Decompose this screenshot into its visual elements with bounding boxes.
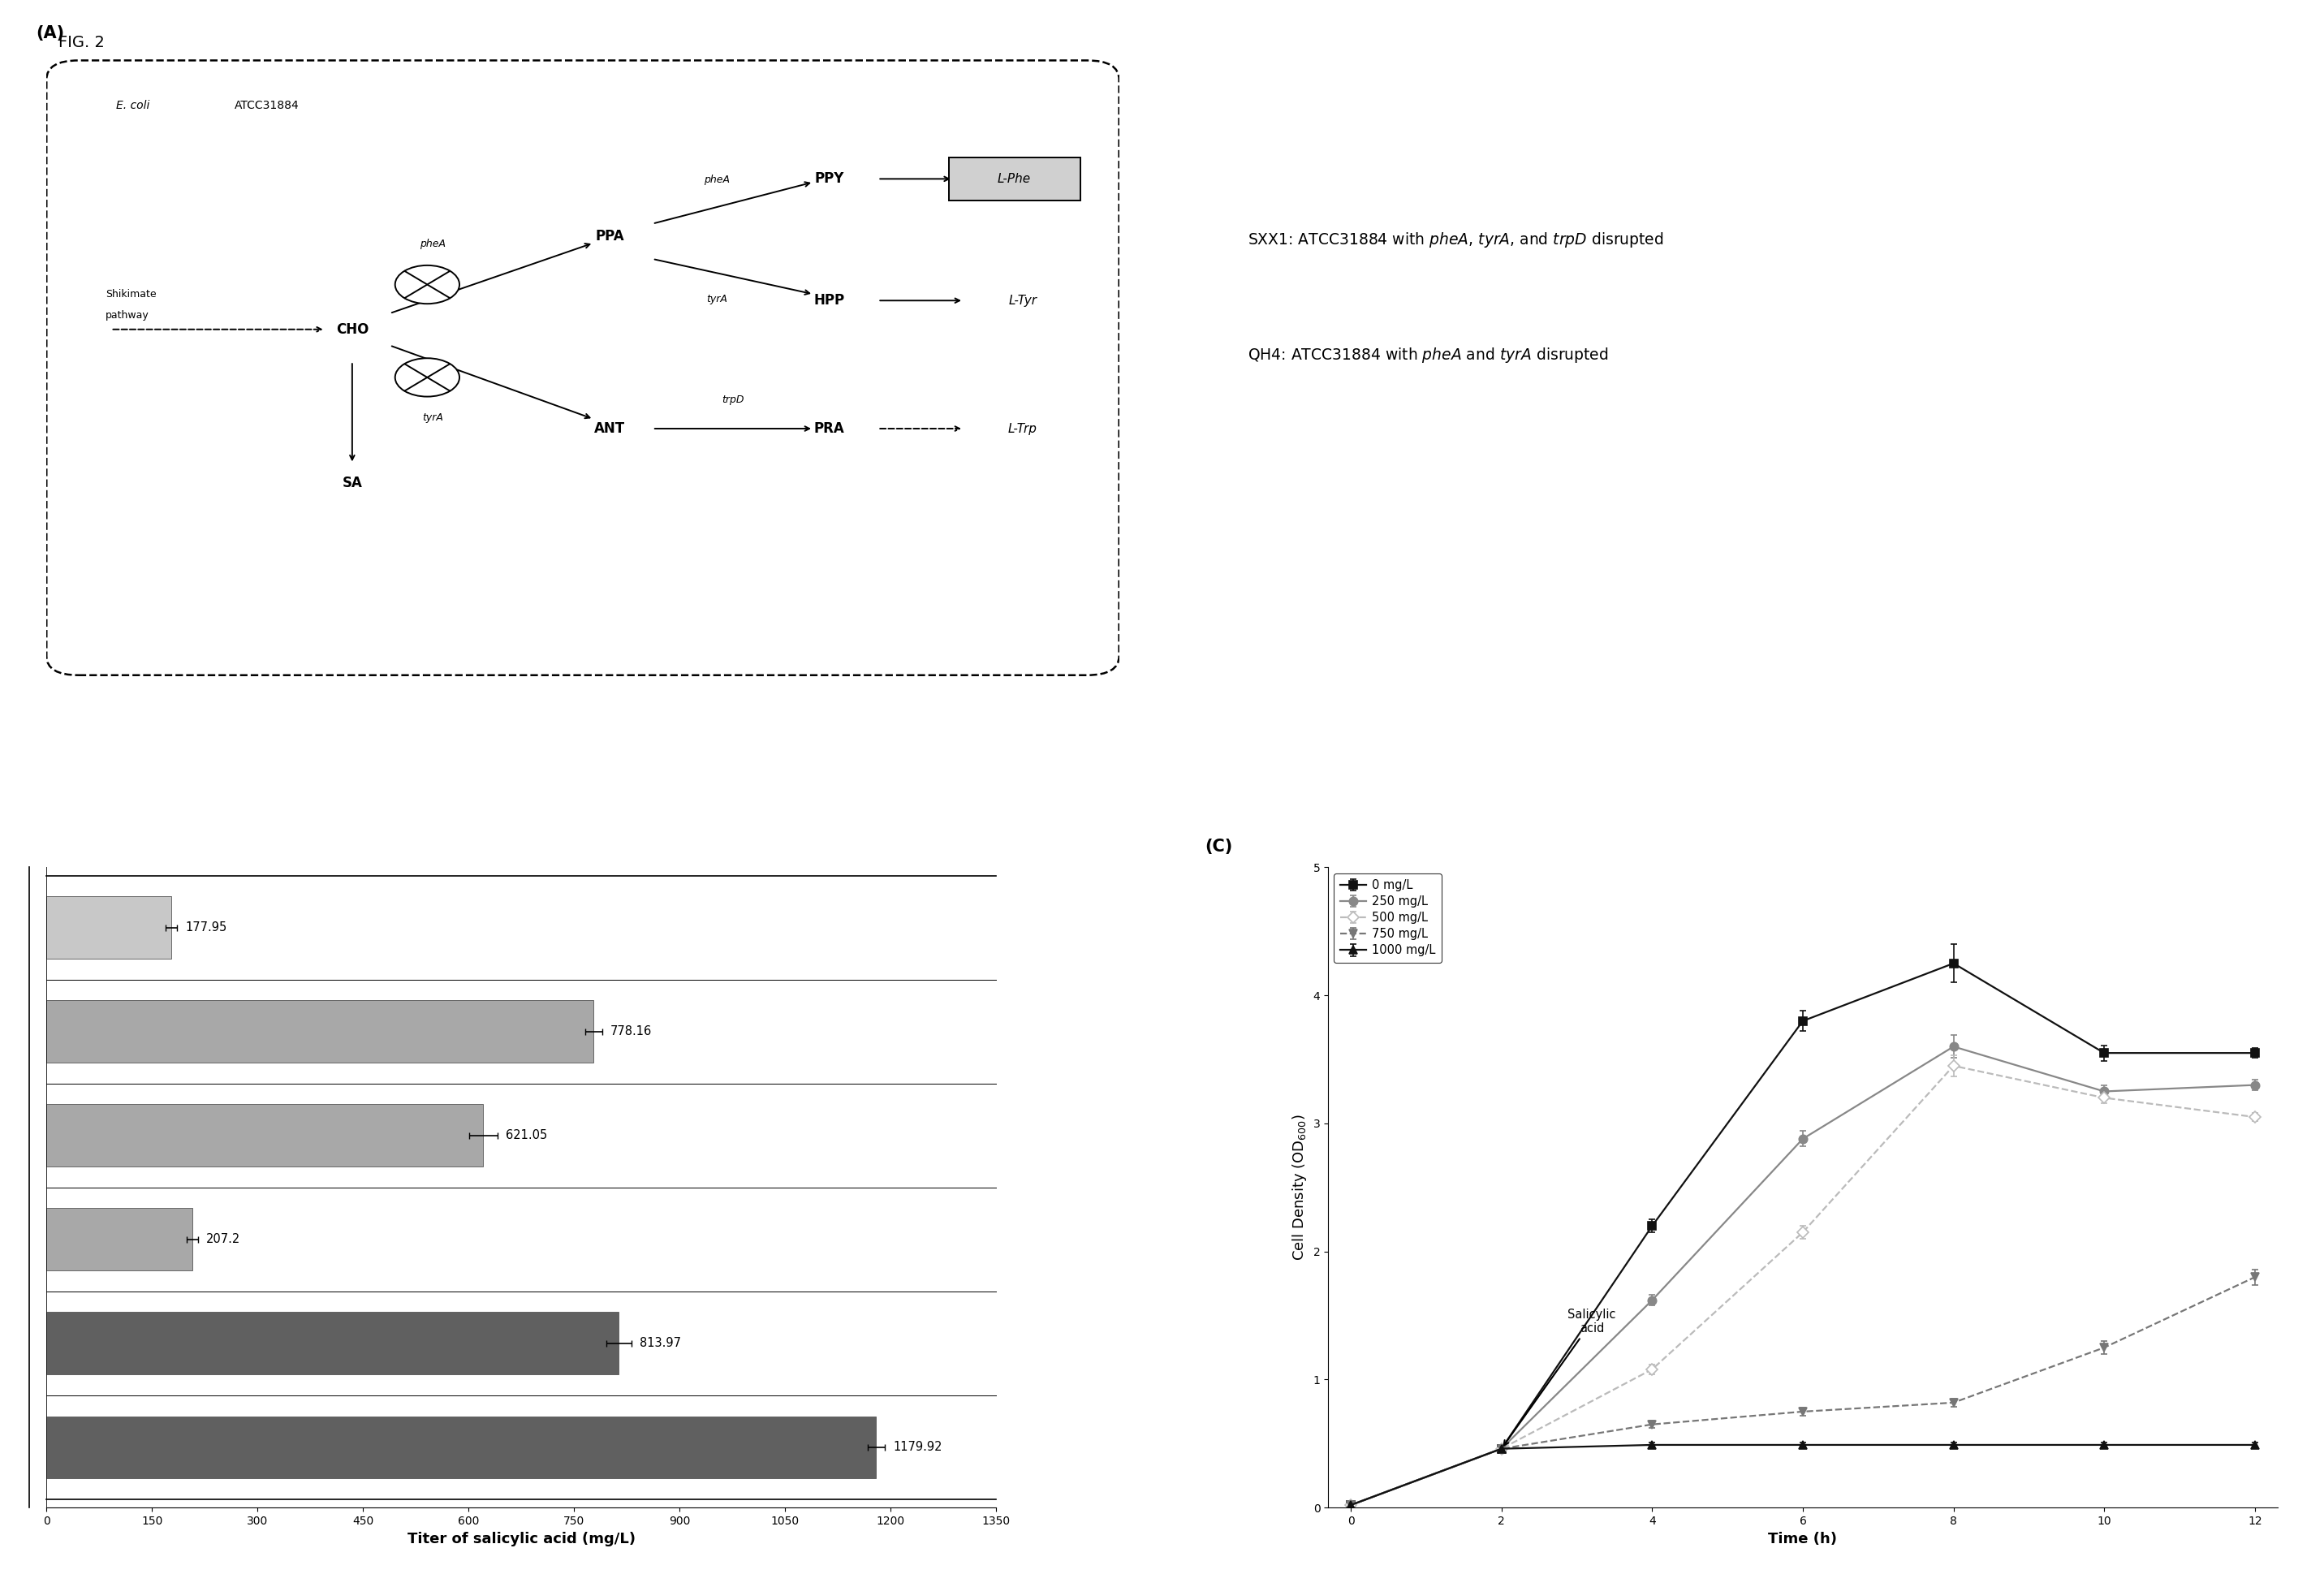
Text: L-Tyr: L-Tyr	[1009, 295, 1037, 306]
FancyBboxPatch shape	[46, 60, 1120, 674]
Text: SA: SA	[342, 476, 363, 490]
Text: pheA: pheA	[421, 238, 446, 249]
X-axis label: Titer of salicylic acid (mg/L): Titer of salicylic acid (mg/L)	[407, 1531, 634, 1546]
Text: tyrA: tyrA	[706, 294, 727, 305]
Text: E. coli: E. coli	[116, 100, 149, 111]
Circle shape	[395, 265, 460, 303]
Text: tyrA: tyrA	[423, 413, 444, 424]
Text: 621.05: 621.05	[507, 1130, 548, 1141]
Bar	[46, 1000, 593, 1063]
Bar	[46, 897, 172, 959]
Text: 1179.92: 1179.92	[892, 1441, 941, 1454]
Text: PPA: PPA	[595, 229, 625, 244]
Text: (A): (A)	[35, 25, 65, 41]
Text: L-Trp: L-Trp	[1009, 422, 1037, 435]
Text: (C): (C)	[1204, 838, 1232, 854]
Bar	[46, 1312, 618, 1374]
Y-axis label: Cell Density (OD$_{600}$): Cell Density (OD$_{600}$)	[1290, 1114, 1308, 1260]
Legend: 0 mg/L, 250 mg/L, 500 mg/L, 750 mg/L, 1000 mg/L: 0 mg/L, 250 mg/L, 500 mg/L, 750 mg/L, 10…	[1334, 873, 1441, 962]
Text: PRA: PRA	[813, 421, 846, 436]
Bar	[46, 1105, 483, 1166]
Text: HPP: HPP	[813, 294, 846, 308]
Text: Shikimate: Shikimate	[105, 289, 156, 300]
Bar	[46, 1416, 876, 1479]
Text: L-Phe: L-Phe	[997, 173, 1030, 186]
X-axis label: Time (h): Time (h)	[1769, 1531, 1838, 1546]
FancyBboxPatch shape	[948, 157, 1081, 200]
Text: ATCC31884: ATCC31884	[235, 100, 300, 111]
Text: CHO: CHO	[335, 322, 370, 336]
Text: FIG. 2: FIG. 2	[58, 35, 105, 51]
Text: QH4: ATCC31884 with $\mathit{pheA}$ and $\mathit{tyrA}$ disrupted: QH4: ATCC31884 with $\mathit{pheA}$ and …	[1248, 346, 1608, 365]
Text: 778.16: 778.16	[611, 1025, 653, 1038]
Text: 177.95: 177.95	[186, 922, 228, 933]
Circle shape	[395, 359, 460, 397]
Text: SXX1: ATCC31884 with $\mathit{pheA}$, $\mathit{tyrA}$, and $\mathit{trpD}$ disru: SXX1: ATCC31884 with $\mathit{pheA}$, $\…	[1248, 230, 1664, 249]
Text: ANT: ANT	[595, 421, 625, 436]
Text: pheA: pheA	[704, 175, 730, 186]
Text: 207.2: 207.2	[207, 1233, 242, 1246]
Text: trpD: trpD	[723, 395, 744, 405]
Text: 813.97: 813.97	[639, 1338, 681, 1349]
Text: Salicylic
acid: Salicylic acid	[1504, 1308, 1615, 1446]
Text: PPY: PPY	[816, 171, 844, 186]
Text: pathway: pathway	[105, 309, 149, 321]
Bar	[46, 1208, 193, 1271]
